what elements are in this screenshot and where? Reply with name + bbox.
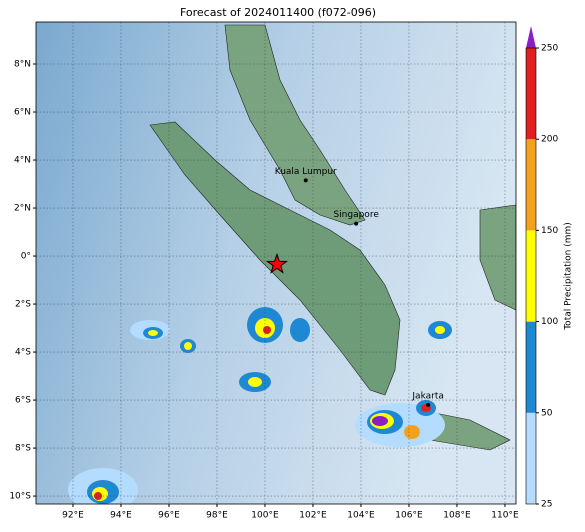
colorbar-segment: [526, 321, 536, 413]
colorbar-tick-label: 50: [541, 408, 553, 418]
x-tick-label: 92°E: [62, 511, 84, 521]
x-tick-label: 106°E: [395, 511, 423, 521]
city-label: Singapore: [333, 210, 379, 220]
y-tick-label: 10°S: [9, 492, 31, 502]
map-area: [36, 22, 516, 504]
colorbar-tick-label: 150: [541, 226, 558, 236]
colorbar-segment: [526, 48, 536, 140]
colorbar: 25 50 100 150 200 250: [525, 26, 558, 510]
sumatra: [149, 121, 401, 396]
graticule: [36, 22, 516, 504]
city-marker: [354, 221, 359, 226]
y-tick-label: 0°: [21, 252, 31, 262]
x-tick-label: 110°E: [491, 511, 519, 521]
title: Forecast of 2024011400 (f072-096): [180, 6, 376, 19]
x-tick-label: 100°E: [251, 511, 279, 521]
map-frame: [35, 21, 517, 505]
colorbar-tick-label: 25: [541, 500, 552, 510]
x-tick-label: 104°E: [347, 511, 375, 521]
y-tick-label: 6°S: [15, 396, 31, 406]
colorbar-segment: [526, 412, 536, 504]
y-tick-label: 8°N: [14, 60, 31, 70]
city-label: Jakarta: [411, 391, 443, 401]
x-tick-label: 108°E: [443, 511, 471, 521]
precipitation: [68, 307, 452, 504]
y-tick-label: 2°N: [14, 204, 31, 214]
y-tick-label: 6°N: [14, 108, 31, 118]
city-marker: [303, 178, 308, 183]
y-tick-label: 4°S: [15, 348, 31, 358]
borneo: [479, 204, 516, 311]
x-tick-label: 102°E: [299, 511, 327, 521]
x-tick-label: 96°E: [158, 511, 180, 521]
city-marker: [426, 402, 431, 407]
colorbar-segment: [526, 230, 536, 322]
colorbar-frame: [525, 47, 537, 505]
star-marker: [265, 252, 288, 274]
city-label: Kuala Lumpur: [275, 167, 337, 177]
colorbar-segment: [526, 139, 536, 231]
colorbar-tick-label: 100: [541, 317, 558, 327]
colorbar-label: Total Precipitation (mm): [564, 222, 574, 331]
colorbar-extend: [526, 26, 536, 48]
y-tick-label: 4°N: [14, 156, 31, 166]
y-tick-label: 8°S: [15, 444, 31, 454]
colorbar-tick-label: 200: [541, 135, 558, 145]
x-tick-label: 98°E: [206, 511, 228, 521]
y-tick-label: 2°S: [15, 300, 31, 310]
x-tick-label: 94°E: [110, 511, 132, 521]
colorbar-tick-label: 250: [541, 44, 558, 54]
